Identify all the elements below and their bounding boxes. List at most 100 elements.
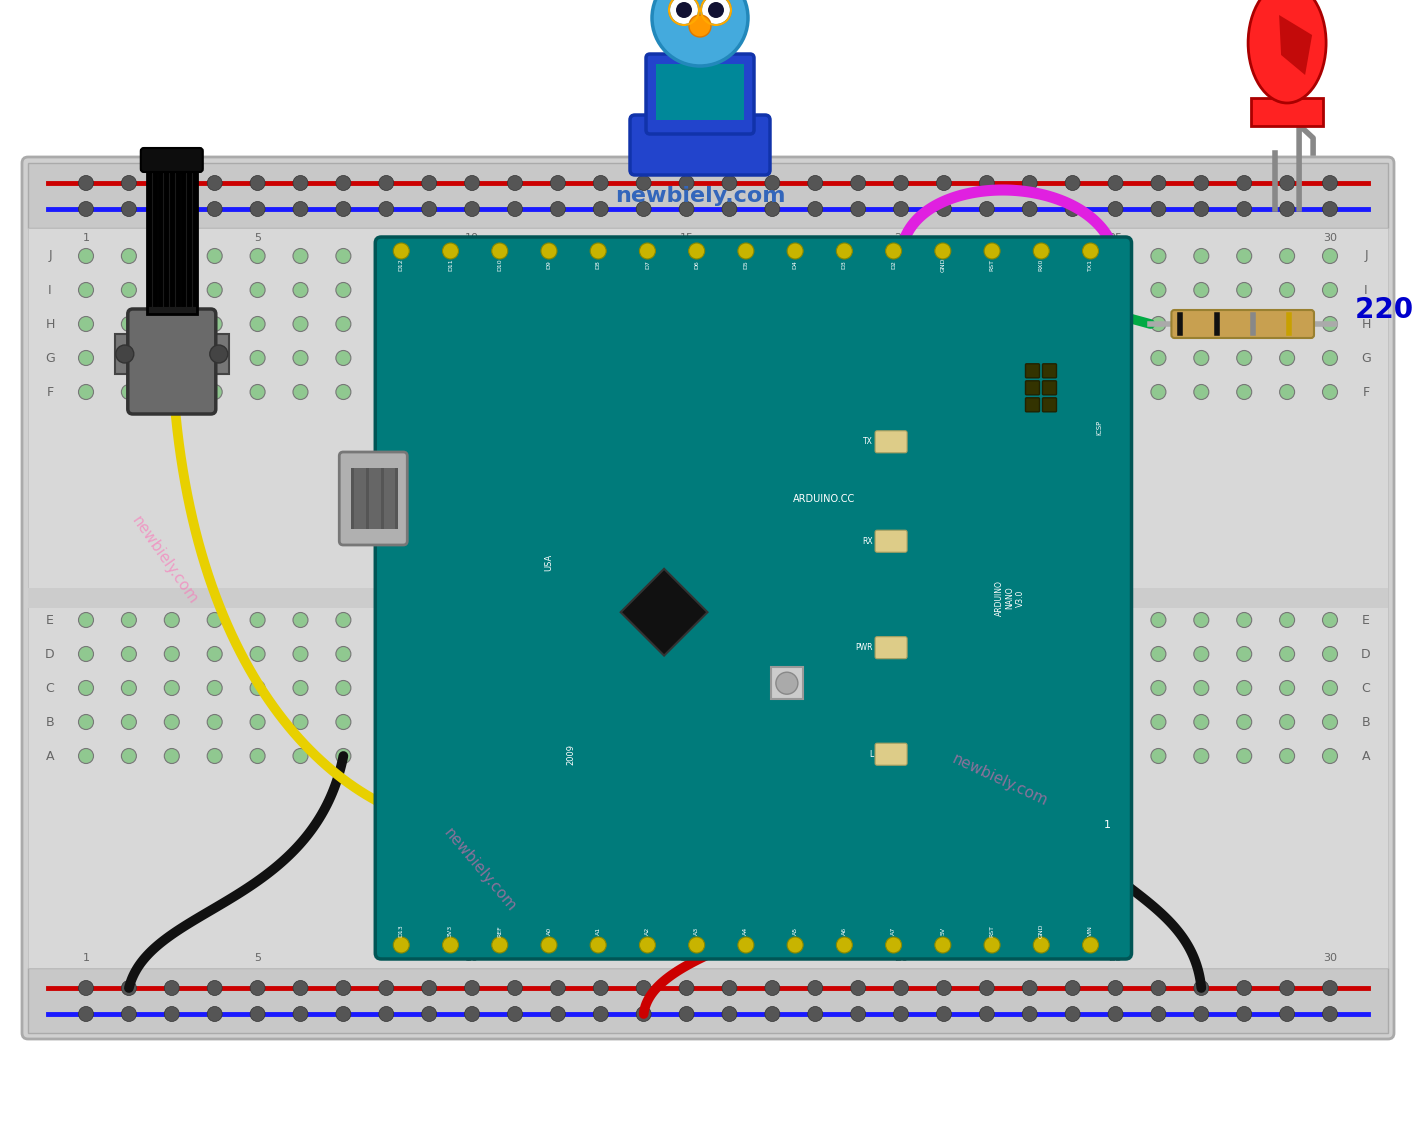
Circle shape bbox=[78, 351, 93, 366]
Circle shape bbox=[251, 351, 265, 366]
Circle shape bbox=[1151, 316, 1165, 332]
Circle shape bbox=[1194, 1007, 1209, 1022]
Text: F: F bbox=[1362, 386, 1369, 398]
Circle shape bbox=[590, 243, 606, 259]
Circle shape bbox=[1323, 748, 1338, 764]
FancyBboxPatch shape bbox=[340, 452, 408, 544]
Circle shape bbox=[122, 249, 136, 263]
Circle shape bbox=[293, 714, 309, 729]
Circle shape bbox=[78, 385, 93, 399]
Circle shape bbox=[708, 2, 724, 18]
Text: A5: A5 bbox=[793, 927, 797, 935]
Circle shape bbox=[464, 385, 480, 399]
Circle shape bbox=[722, 316, 736, 332]
Circle shape bbox=[1022, 385, 1038, 399]
Circle shape bbox=[251, 981, 265, 996]
Circle shape bbox=[507, 612, 523, 628]
Text: J: J bbox=[1364, 250, 1368, 262]
Circle shape bbox=[378, 981, 394, 996]
Circle shape bbox=[980, 385, 994, 399]
Circle shape bbox=[765, 612, 780, 628]
Circle shape bbox=[636, 282, 651, 297]
Circle shape bbox=[980, 647, 994, 662]
Text: H: H bbox=[1361, 317, 1371, 331]
Circle shape bbox=[551, 176, 565, 190]
Circle shape bbox=[378, 748, 394, 764]
Circle shape bbox=[551, 1007, 565, 1022]
Circle shape bbox=[680, 748, 694, 764]
Circle shape bbox=[1236, 282, 1252, 297]
Text: A1: A1 bbox=[596, 927, 600, 935]
Circle shape bbox=[980, 748, 994, 764]
Text: I: I bbox=[48, 284, 52, 297]
Circle shape bbox=[464, 981, 480, 996]
Text: PWR: PWR bbox=[855, 644, 874, 652]
Circle shape bbox=[722, 201, 736, 216]
Circle shape bbox=[765, 201, 780, 216]
Circle shape bbox=[464, 249, 480, 263]
Circle shape bbox=[1151, 385, 1165, 399]
Circle shape bbox=[636, 714, 651, 729]
Circle shape bbox=[593, 249, 609, 263]
Circle shape bbox=[378, 1007, 394, 1022]
Circle shape bbox=[765, 249, 780, 263]
Circle shape bbox=[293, 249, 309, 263]
Circle shape bbox=[1022, 316, 1038, 332]
Circle shape bbox=[851, 316, 865, 332]
Circle shape bbox=[378, 681, 394, 695]
Bar bbox=[351, 468, 395, 529]
Circle shape bbox=[336, 1007, 351, 1022]
Circle shape bbox=[1280, 316, 1294, 332]
Circle shape bbox=[851, 1007, 865, 1022]
Circle shape bbox=[507, 201, 523, 216]
Circle shape bbox=[1194, 981, 1209, 996]
Circle shape bbox=[1194, 612, 1209, 628]
Circle shape bbox=[851, 612, 865, 628]
Text: D: D bbox=[45, 648, 55, 660]
Circle shape bbox=[122, 385, 136, 399]
Circle shape bbox=[636, 647, 651, 662]
Circle shape bbox=[78, 681, 93, 695]
Text: RST: RST bbox=[990, 259, 994, 271]
Text: D6: D6 bbox=[694, 261, 700, 269]
FancyBboxPatch shape bbox=[1042, 398, 1056, 412]
Bar bbox=[28, 228, 1388, 968]
Circle shape bbox=[636, 316, 651, 332]
Circle shape bbox=[980, 176, 994, 190]
Circle shape bbox=[1151, 681, 1165, 695]
Circle shape bbox=[640, 243, 656, 259]
Circle shape bbox=[164, 612, 180, 628]
Circle shape bbox=[1151, 282, 1165, 297]
Circle shape bbox=[1107, 176, 1123, 190]
Circle shape bbox=[164, 316, 180, 332]
Text: 5: 5 bbox=[253, 953, 261, 963]
Circle shape bbox=[336, 249, 351, 263]
Circle shape bbox=[251, 714, 265, 729]
Circle shape bbox=[122, 351, 136, 366]
Circle shape bbox=[1323, 647, 1338, 662]
Text: B: B bbox=[1362, 716, 1371, 729]
Circle shape bbox=[1236, 201, 1252, 216]
Circle shape bbox=[1022, 981, 1038, 996]
Circle shape bbox=[1107, 748, 1123, 764]
Circle shape bbox=[507, 351, 523, 366]
Circle shape bbox=[936, 201, 952, 216]
Circle shape bbox=[722, 748, 736, 764]
Circle shape bbox=[590, 937, 606, 953]
FancyBboxPatch shape bbox=[875, 637, 908, 659]
Circle shape bbox=[980, 249, 994, 263]
Circle shape bbox=[807, 981, 823, 996]
Circle shape bbox=[551, 351, 565, 366]
Circle shape bbox=[78, 316, 93, 332]
Circle shape bbox=[422, 176, 436, 190]
Circle shape bbox=[541, 243, 556, 259]
Circle shape bbox=[551, 981, 565, 996]
Circle shape bbox=[893, 282, 909, 297]
Circle shape bbox=[207, 249, 222, 263]
Circle shape bbox=[851, 714, 865, 729]
Circle shape bbox=[1151, 714, 1165, 729]
Circle shape bbox=[1194, 176, 1209, 190]
Text: ICSP: ICSP bbox=[1096, 420, 1103, 435]
FancyBboxPatch shape bbox=[1025, 398, 1039, 412]
FancyBboxPatch shape bbox=[875, 431, 908, 452]
